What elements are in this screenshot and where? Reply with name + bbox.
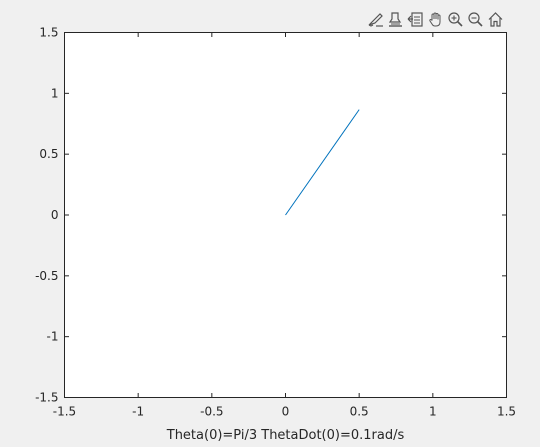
y-tick-label: -1.5: [35, 391, 58, 405]
zoom-out-icon: [468, 11, 483, 27]
y-tick-label: 0: [51, 208, 59, 222]
x-tick-label: 0: [282, 405, 290, 419]
x-tick-label: -1.5: [53, 405, 76, 419]
x-tick-label: -0.5: [200, 405, 223, 419]
data-tips-icon: [388, 11, 402, 27]
x-tick-label: 1: [429, 405, 437, 419]
y-tick-label: -1: [47, 330, 59, 344]
x-tick-label: 0.5: [350, 405, 369, 419]
x-tick-label: -1: [132, 405, 144, 419]
export-button[interactable]: [406, 10, 425, 29]
y-tick-label: 0.5: [39, 147, 58, 161]
x-axis-label: Theta(0)=Pi/3 ThetaDot(0)=0.1rad/s: [166, 428, 405, 443]
brush-button[interactable]: [366, 10, 385, 29]
series-line: [285, 109, 360, 216]
zoom-in-button[interactable]: [446, 10, 465, 29]
y-tick-label: 1.5: [39, 26, 58, 40]
x-tick-label: 1.5: [497, 405, 516, 419]
y-tick-label: 1: [51, 86, 59, 100]
x-axis-ticks: -1.5 -1 -0.5 0 0.5 1 1.5: [53, 32, 516, 419]
y-axis-ticks: -1.5 -1 -0.5 0 0.5 1 1.5: [35, 26, 507, 405]
export-icon: [407, 11, 423, 27]
zoom-in-icon: [448, 11, 463, 27]
y-tick-label: -0.5: [35, 269, 58, 283]
home-button[interactable]: [486, 10, 505, 29]
data-tips-button[interactable]: [386, 10, 405, 29]
home-icon: [488, 11, 503, 27]
axes-toolbar: [366, 9, 505, 29]
pan-icon: [429, 11, 441, 26]
pan-button[interactable]: [426, 10, 445, 29]
brush-icon: [368, 12, 383, 27]
series-group: [285, 109, 360, 216]
zoom-out-button[interactable]: [466, 10, 485, 29]
